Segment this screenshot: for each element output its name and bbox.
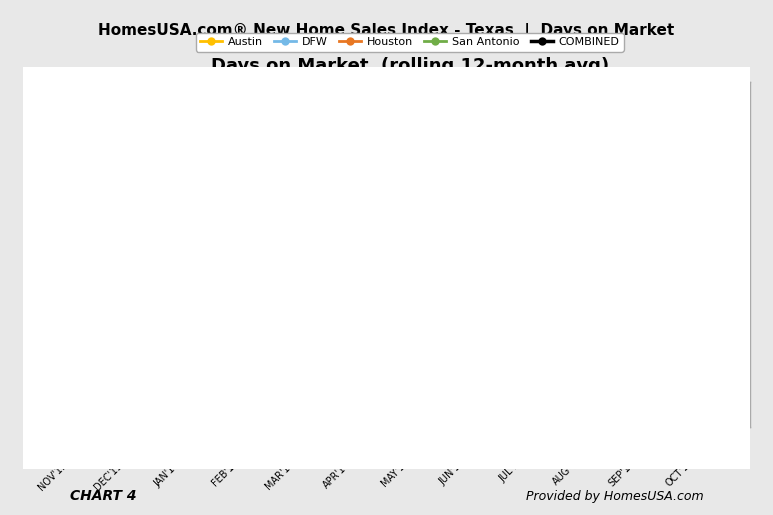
San Antonio (206, 390, 216, 396)
Austin (434, 312, 443, 318)
DFW (604, 226, 613, 232)
San Antonio (376, 381, 386, 387)
San Antonio (490, 364, 499, 370)
Austin (264, 312, 273, 318)
Line: San Antonio: San Antonio (94, 364, 725, 397)
FancyBboxPatch shape (16, 63, 757, 473)
Line: COMBINED: COMBINED (94, 226, 725, 276)
COMBINED (660, 226, 669, 232)
San Antonio (547, 373, 556, 379)
Austin (660, 321, 669, 327)
DFW (434, 243, 443, 249)
COMBINED (320, 243, 329, 249)
DFW (206, 286, 216, 293)
Houston (320, 140, 329, 146)
Text: Sources:  abor.com (Austin), ntreis.net (DFW), har.com (Houston), sabor.com (San: Sources: abor.com (Austin), ntreis.net (… (77, 93, 487, 102)
COMBINED (490, 226, 499, 232)
COMBINED (547, 226, 556, 232)
San Antonio (434, 373, 443, 379)
Houston (434, 123, 443, 129)
Houston (660, 131, 669, 138)
DFW (320, 269, 329, 275)
DFW (547, 234, 556, 241)
San Antonio (150, 381, 159, 387)
San Antonio (604, 381, 613, 387)
Austin (376, 312, 386, 318)
Houston (206, 157, 216, 163)
DFW (94, 312, 103, 318)
COMBINED (94, 269, 103, 275)
Text: HomesUSA.com® New Home Sales Index - Texas  |  Days on Market: HomesUSA.com® New Home Sales Index - Tex… (98, 23, 675, 39)
Houston (150, 174, 159, 180)
Austin (490, 312, 499, 318)
Line: Austin: Austin (94, 303, 725, 328)
Houston (94, 183, 103, 189)
Houston (604, 131, 613, 138)
Austin (94, 304, 103, 310)
Title: Days on Market  (rolling 12-month avg): Days on Market (rolling 12-month avg) (210, 57, 609, 75)
COMBINED (434, 226, 443, 232)
DFW (150, 295, 159, 301)
DFW (717, 226, 726, 232)
Austin (150, 312, 159, 318)
Austin (320, 312, 329, 318)
Legend: Austin, DFW, Houston, San Antonio, COMBINED: Austin, DFW, Houston, San Antonio, COMBI… (196, 33, 624, 52)
Austin (604, 321, 613, 327)
COMBINED (717, 226, 726, 232)
Houston (547, 123, 556, 129)
Houston (717, 123, 726, 129)
Austin (206, 312, 216, 318)
Houston (264, 157, 273, 163)
COMBINED (376, 234, 386, 241)
San Antonio (660, 373, 669, 379)
DFW (660, 234, 669, 241)
Text: CHART 4: CHART 4 (70, 489, 136, 503)
DFW (376, 252, 386, 258)
Line: Houston: Houston (94, 122, 725, 190)
San Antonio (320, 381, 329, 387)
Text: Provided by HomesUSA.com: Provided by HomesUSA.com (526, 490, 703, 503)
DFW (490, 234, 499, 241)
Austin (547, 312, 556, 318)
DFW (264, 278, 273, 284)
Houston (376, 131, 386, 138)
COMBINED (264, 252, 273, 258)
Austin (717, 321, 726, 327)
COMBINED (150, 269, 159, 275)
San Antonio (94, 381, 103, 387)
COMBINED (604, 226, 613, 232)
COMBINED (206, 261, 216, 267)
Houston (490, 123, 499, 129)
San Antonio (264, 390, 273, 396)
Line: DFW: DFW (94, 226, 725, 319)
San Antonio (717, 373, 726, 379)
